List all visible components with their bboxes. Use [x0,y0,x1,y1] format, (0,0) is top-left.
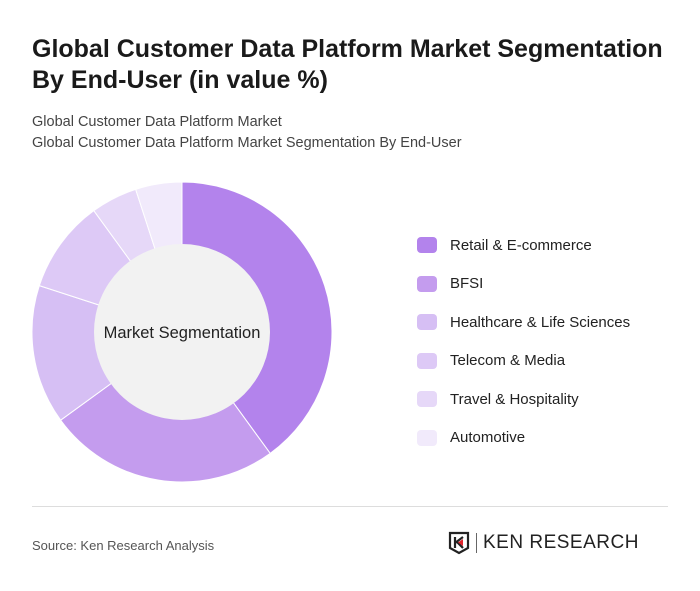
legend-label: Telecom & Media [450,352,566,370]
legend-label: BFSI [450,275,484,293]
legend-swatch [417,275,437,292]
legend: Retail & E-commerce BFSI Healthcare & Life… [417,226,630,457]
ken-research-logo: KEN RESEARCH [448,531,639,555]
source-note: Source: Ken Research Analysis [32,538,215,553]
divider [32,506,668,507]
legend-label: Automotive [450,429,526,447]
legend-item: Travel & Hospitality [417,380,630,419]
chart-title: Global Customer Data Platform Market Seg… [32,35,663,94]
chart-subtitle-segmentation: Global Customer Data Platform Market Seg… [32,135,462,151]
legend-label: Healthcare & Life Sciences [450,313,631,331]
center-label: Market Segmentation [104,324,261,342]
legend-swatch [417,314,437,331]
donut-center [94,244,270,420]
legend-item: BFSI [417,265,630,304]
legend-swatch [417,237,437,254]
legend-swatch [417,429,437,446]
legend-swatch [417,391,437,408]
legend-item: Telecom & Media [417,342,630,381]
legend-item: Automotive [417,419,630,458]
legend-swatch [417,352,437,369]
donut-chart: Market Segmentation [31,181,333,483]
logo-text: KEN RESEARCH [483,532,639,553]
legend-item: Retail & E-commerce [417,226,630,265]
ken-logo-icon [448,531,470,555]
legend-label: Retail & E-commerce [450,236,592,254]
legend-label: Travel & Hospitality [450,390,579,408]
legend-item: Healthcare & Life Sciences [417,303,630,342]
chart-subtitle-market: Global Customer Data Platform Market [32,114,282,130]
